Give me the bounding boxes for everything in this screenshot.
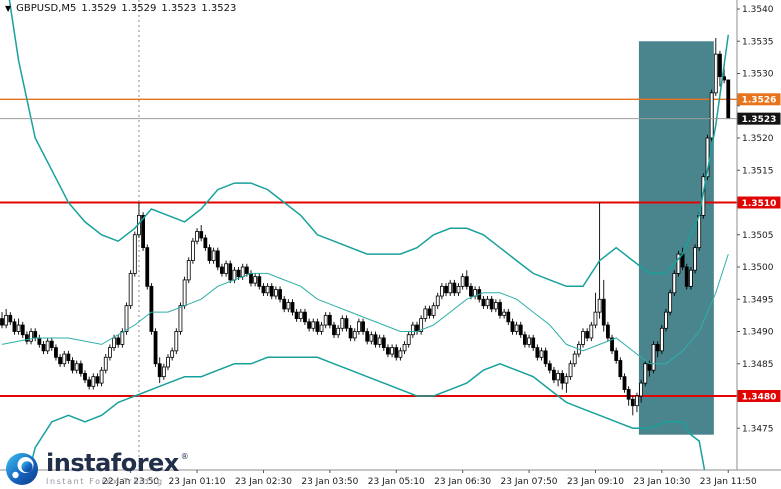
time-axis-label: 23 Jan 11:50: [700, 477, 757, 487]
time-axis-label: 23 Jan 07:50: [501, 477, 558, 487]
price-axis-label: 1.3485: [742, 360, 774, 370]
price-level-badge: [737, 196, 781, 209]
time-axis-label: 23 Jan 09:10: [567, 477, 624, 487]
time-axis[interactable]: 22 Jan 23:50 23 Jan 01:10 23 Jan 02:30 23 J…: [102, 470, 757, 487]
bollinger-lower-line: [28, 356, 706, 470]
price-level-badge-text: 1.3480: [742, 392, 777, 402]
chart-marker-icon: ▼: [5, 3, 12, 13]
time-axis-label: 23 Jan 10:30: [633, 477, 690, 487]
price-level-badge: [737, 93, 781, 106]
chart-quote: ▼ GBPUSD,M5 1.3529 1.3529 1.3523 1.3523: [5, 3, 236, 14]
time-axis-label: 23 Jan 05:10: [368, 477, 425, 487]
time-axis-label: 22 Jan 23:50: [102, 477, 159, 487]
price-axis[interactable]: 1.3540 1.3535 1.3530 1.3520 1.3515 1.3505 1.35…: [737, 5, 781, 434]
instaforex-logo-icon: [6, 453, 38, 485]
price-level-badge-text: 1.3510: [742, 199, 777, 209]
price-axis-label: 1.3530: [742, 70, 774, 80]
quote-low: 1.3523: [161, 3, 197, 14]
watermark-brand-text: instaforex: [46, 449, 179, 477]
price-level-badge: [737, 390, 781, 402]
price-axis-label: 1.3520: [742, 134, 774, 144]
news-highlight-region: [638, 41, 714, 435]
price-axis-label: 1.3475: [742, 424, 774, 434]
price-level-badge: [737, 112, 781, 125]
time-axis-label: 23 Jan 01:10: [169, 477, 226, 487]
time-axis-label: 23 Jan 02:30: [235, 477, 292, 487]
registered-mark: ®: [180, 452, 189, 461]
quote-close: 1.3523: [201, 3, 237, 14]
horizontal-levels: [0, 98, 737, 397]
price-axis-label: 1.3540: [742, 5, 774, 15]
bollinger-middle-line: [1, 253, 729, 365]
bollinger-upper-line: [8, 0, 730, 288]
price-axis-label: 1.3490: [742, 328, 774, 338]
price-axis-label: 1.3515: [742, 166, 774, 176]
quote-high: 1.3529: [121, 3, 157, 14]
symbol-period-label: GBPUSD,M5: [16, 3, 77, 14]
bollinger-bands: [1, 0, 730, 470]
instaforex-watermark: instaforex ® Instant Forex Trading: [5, 449, 189, 486]
quote-open: 1.3529: [81, 3, 117, 14]
candlestick-series: [0, 38, 731, 416]
price-axis-label: 1.3535: [742, 37, 774, 47]
price-axis-label: 1.3500: [742, 263, 774, 273]
price-axis-label: 1.3505: [742, 231, 774, 241]
watermark-tagline: Instant Forex Trading: [46, 476, 164, 486]
price-level-badge-text: 1.3523: [742, 115, 777, 125]
time-axis-label: 23 Jan 06:30: [434, 477, 491, 487]
time-axis-label: 23 Jan 03:50: [301, 477, 358, 487]
price-axis-label: 1.3495: [742, 295, 774, 305]
price-level-badge-text: 1.3526: [742, 96, 777, 106]
